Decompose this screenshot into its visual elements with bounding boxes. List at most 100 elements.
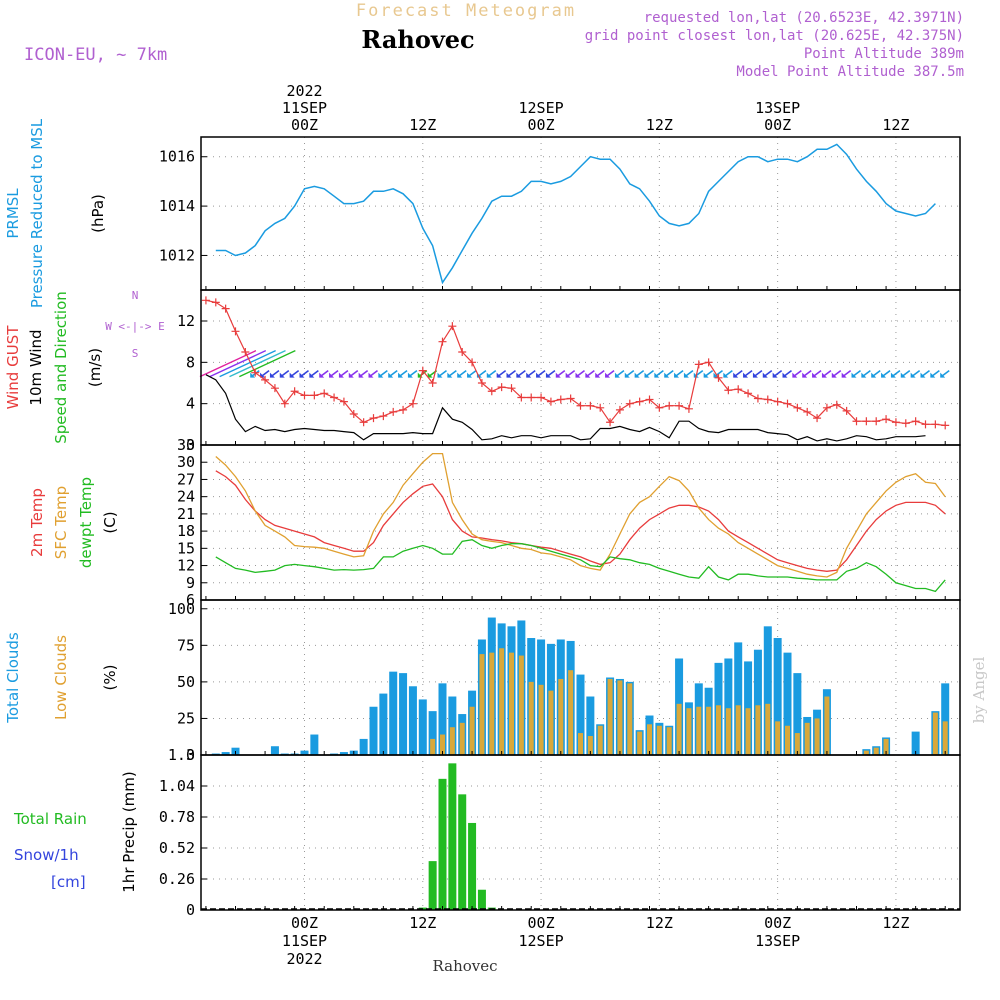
low-cloud-bar: [587, 735, 593, 755]
gust-marker: [487, 387, 496, 396]
temp-label: dewpt Temp: [77, 477, 95, 568]
wind-arrow-head: [890, 372, 896, 378]
low-cloud-bar: [617, 680, 623, 755]
low-cloud-bar: [499, 648, 505, 755]
gust-marker: [537, 393, 546, 402]
y-tick-label: 0.78: [159, 808, 195, 826]
y-tick-label: 6: [186, 591, 195, 609]
gust-marker: [458, 348, 467, 356]
gust-marker: [251, 368, 260, 377]
top-time-label: 00Z: [528, 116, 555, 134]
gust-marker: [231, 327, 240, 336]
y-tick-label: 1012: [159, 246, 195, 264]
bottom-time-label: 12Z: [646, 914, 673, 932]
gust-marker: [448, 322, 457, 331]
y-tick-label: 21: [177, 505, 195, 523]
wind-arrow-head: [447, 372, 453, 378]
wind-arrow-head: [782, 372, 788, 378]
compass-we: W <-|-> E: [105, 320, 165, 333]
temp-label: 2m Temp: [28, 488, 46, 557]
top-time-label: 11SEP: [282, 99, 327, 117]
gust-marker: [546, 397, 555, 406]
gust-marker: [763, 395, 772, 404]
low-cloud-bar: [824, 696, 830, 755]
temp-line-1: [215, 452, 946, 578]
temp-frame: [200, 444, 961, 601]
pressure-unit: (hPa): [89, 194, 107, 233]
low-cloud-bar: [883, 738, 889, 755]
gust-marker: [872, 417, 881, 426]
clouds-label: Total Clouds: [4, 632, 22, 724]
y-tick-label: 30: [177, 453, 195, 471]
bottom-time-label: 12Z: [882, 914, 909, 932]
gust-marker: [596, 403, 605, 412]
gust-marker: [852, 417, 861, 426]
y-tick-label: 25: [177, 709, 195, 727]
low-cloud-bar: [528, 681, 534, 755]
pressure-frame: [200, 136, 961, 291]
gust-marker: [369, 414, 378, 423]
gust-marker: [615, 405, 624, 414]
wind-arrow-head: [348, 372, 354, 378]
wind-arrow-head: [437, 372, 443, 378]
y-tick-label: 1.3: [168, 746, 195, 764]
wind-arrow-head: [368, 372, 374, 378]
temp-label: SFC Temp: [52, 486, 70, 559]
total-cloud-bar: [448, 696, 457, 755]
wind-arrow-head: [664, 372, 670, 378]
gust-marker: [211, 298, 220, 307]
wind-arrow-head: [821, 372, 827, 378]
low-cloud-bar: [440, 734, 445, 755]
gust-marker: [813, 414, 822, 423]
gust-marker: [862, 417, 871, 426]
total-cloud-bar: [576, 674, 585, 755]
wind-arrow-head: [940, 372, 946, 378]
precip-panel: 0 0.26 0.52 0.78 1.04 1.3: [159, 746, 961, 919]
gust-marker: [497, 383, 506, 392]
wind-arrow-head: [506, 372, 512, 378]
y-tick-label: 100: [168, 600, 195, 618]
low-cloud-bar: [469, 706, 475, 755]
gust-marker: [261, 375, 270, 384]
y-tick-label: 24: [177, 488, 195, 506]
gust-marker: [221, 304, 230, 313]
wind-arrow-head: [467, 372, 473, 378]
wind-arrow-head: [319, 372, 325, 378]
low-cloud-bar: [706, 706, 712, 755]
low-cloud-bar: [538, 684, 544, 755]
wind-arrow-head: [250, 372, 256, 378]
wind-arrow: [209, 350, 267, 378]
low-cloud-bar: [745, 708, 751, 755]
compass-s: S: [132, 347, 139, 360]
wind-arrow-head: [881, 372, 887, 378]
top-time-label: 12Z: [646, 116, 673, 134]
wind-arrow-head: [752, 372, 758, 378]
wind-arrow-head: [634, 372, 640, 378]
wind-arrow-head: [486, 372, 492, 378]
model-name: ICON-EU, ~ 7km: [24, 45, 167, 65]
low-cloud-bar: [666, 727, 672, 755]
total-cloud-bar: [773, 638, 782, 755]
precip-bar: [458, 794, 467, 910]
y-tick-label: 75: [177, 636, 195, 654]
gust-marker: [822, 403, 831, 412]
gust-marker: [704, 358, 713, 367]
wind-arrow-head: [427, 372, 433, 378]
footer-location: Rahovec: [432, 957, 497, 975]
precip-frame: [200, 754, 961, 911]
gust-marker: [901, 419, 910, 428]
low-cloud-bar: [863, 750, 869, 755]
low-cloud-bar: [548, 690, 554, 755]
low-cloud-bar: [647, 724, 652, 755]
y-tick-label: 27: [177, 470, 195, 488]
bottom-time-label: 00Z: [764, 914, 791, 932]
low-cloud-bar: [785, 725, 790, 755]
gust-marker: [625, 399, 634, 408]
wind-arrow-head: [575, 372, 581, 378]
gust-marker: [921, 420, 930, 429]
wind-arrow-head: [624, 372, 630, 378]
low-cloud-bar: [775, 721, 781, 755]
top-time-label: 00Z: [291, 116, 318, 134]
total-cloud-bar: [408, 686, 417, 755]
